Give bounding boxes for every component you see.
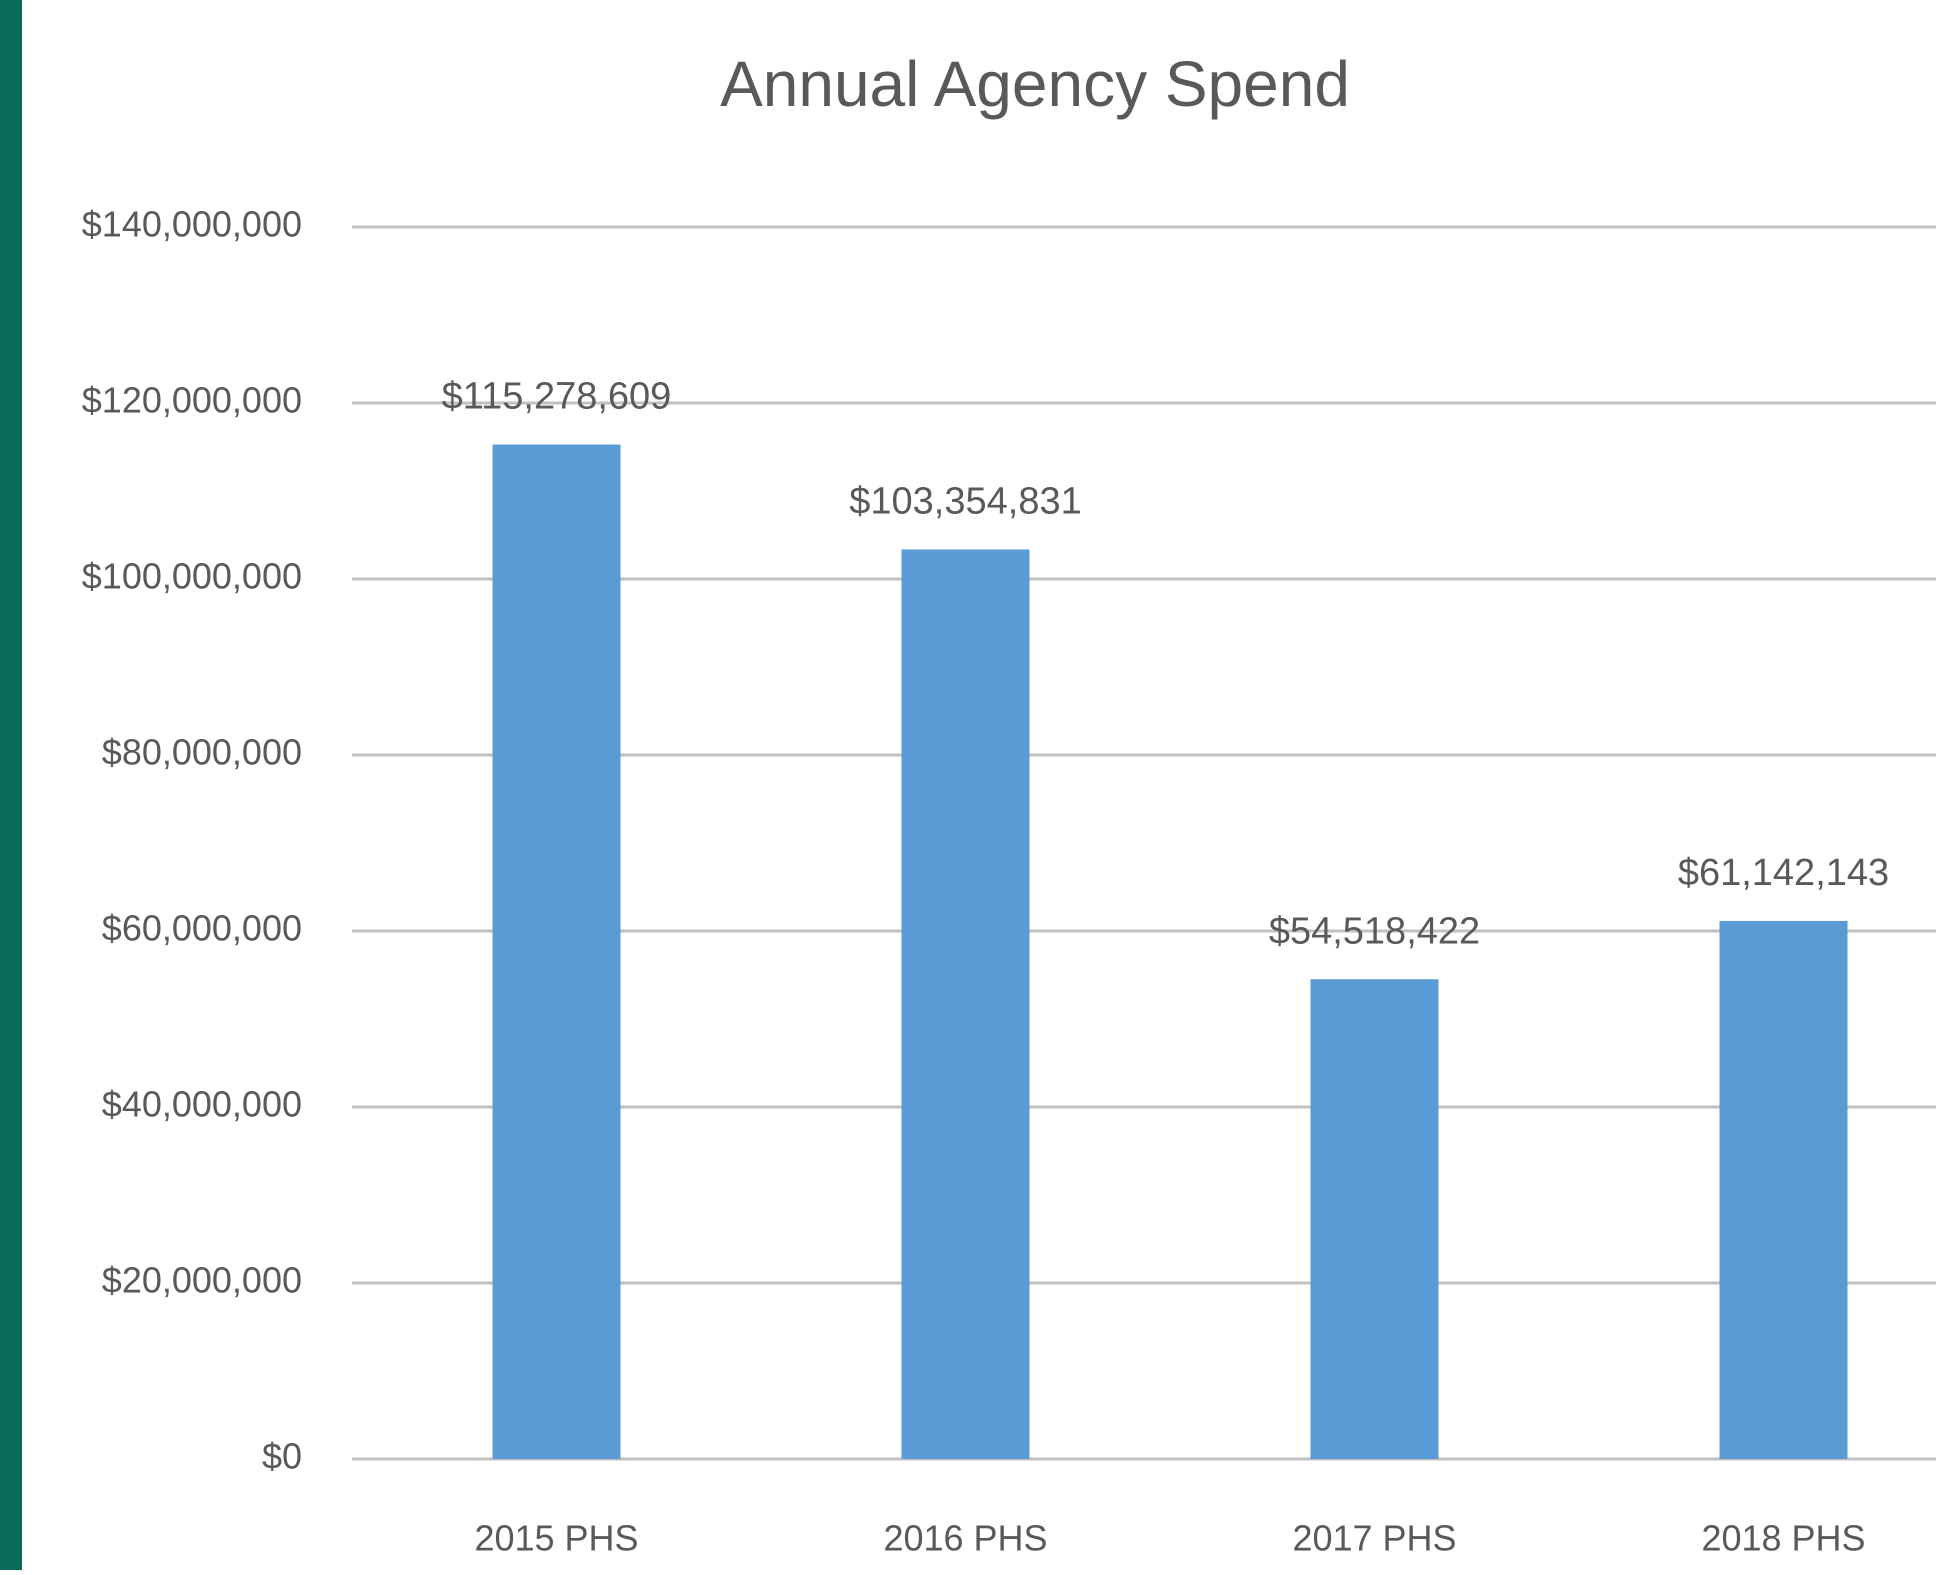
bar [1719, 920, 1848, 1459]
bar [492, 444, 621, 1460]
y-tick-label: $120,000,000 [82, 380, 302, 421]
y-tick-label: $100,000,000 [82, 556, 302, 597]
y-tick-label: $20,000,000 [102, 1260, 302, 1301]
y-tick-label: $140,000,000 [82, 204, 302, 245]
data-label: $61,142,143 [1678, 852, 1889, 894]
bar [901, 549, 1030, 1459]
x-tick-label: 2017 PHS [1292, 1518, 1456, 1559]
x-tick-label: 2016 PHS [883, 1518, 1047, 1559]
y-tick-label: $0 [262, 1436, 302, 1477]
bar [1310, 979, 1439, 1459]
chart-title: Annual Agency Spend [720, 48, 1350, 120]
y-tick-label: $40,000,000 [102, 1084, 302, 1125]
side-bar [0, 0, 22, 1570]
x-tick-label: 2015 PHS [474, 1518, 638, 1559]
data-label: $115,278,609 [442, 376, 672, 418]
data-label: $103,354,831 [849, 481, 1081, 523]
x-tick-label: 2018 PHS [1701, 1518, 1865, 1559]
y-tick-label: $60,000,000 [102, 908, 302, 949]
data-label: $54,518,422 [1269, 910, 1480, 952]
y-tick-label: $80,000,000 [102, 732, 302, 773]
